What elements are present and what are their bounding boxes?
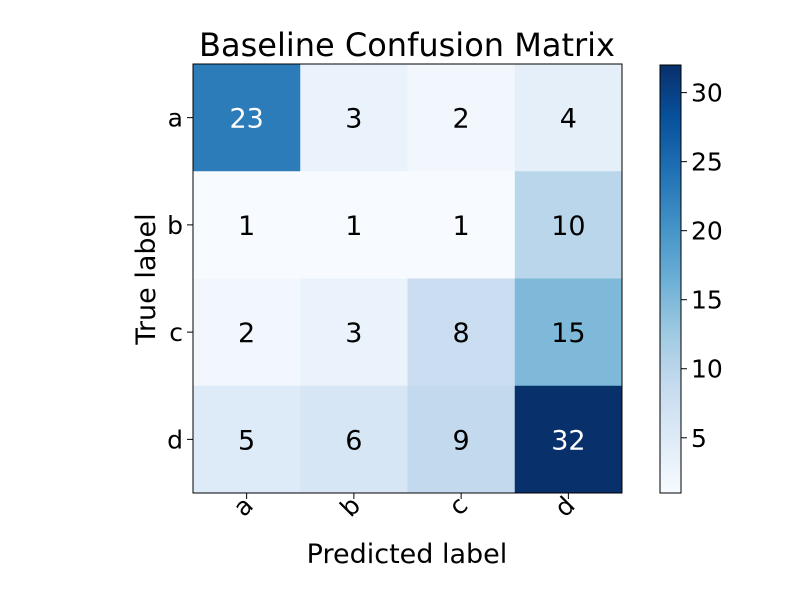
heatmap-cell-a-b [300, 64, 408, 172]
cell-value-label: 3 [345, 318, 362, 349]
x-tick-label: d [549, 491, 581, 523]
x-axis-label: Predicted label [307, 539, 508, 570]
cell-value-label: 2 [453, 104, 470, 135]
cell-value-label: 3 [345, 104, 362, 135]
cell-value-label: 23 [229, 104, 263, 135]
plot-frame [192, 63, 623, 494]
x-tick-label: b [334, 491, 366, 523]
y-tick-label: c [169, 318, 183, 347]
heatmap-cell-a-a [193, 64, 301, 172]
y-tick-label: b [167, 211, 183, 240]
heatmap-cell-b-c [407, 171, 516, 279]
x-axis-ticks: a b c d [228, 491, 581, 523]
heatmap-cell-d-d [514, 385, 623, 494]
colorbar-tick-label: 5 [691, 424, 707, 453]
heatmap-cell-a-c [407, 64, 516, 172]
x-tick-label: c [443, 491, 473, 521]
colorbar-tick-label: 15 [691, 286, 723, 315]
colorbar-tick-label: 10 [691, 355, 723, 384]
cell-value-label: 10 [551, 211, 585, 242]
heatmap-cell-c-a [193, 278, 301, 387]
chart-title: Baseline Confusion Matrix [199, 26, 615, 64]
cell-value-label: 1 [453, 211, 470, 242]
colorbar: 5 10 15 20 25 30 [659, 64, 723, 494]
cell-value-label: 1 [238, 211, 255, 242]
x-tick-label: a [228, 491, 259, 522]
colorbar-tick-label: 25 [691, 148, 723, 177]
heatmap-cell-c-c [407, 278, 516, 387]
cell-value-label: 15 [551, 318, 585, 349]
heatmap-cell-c-b [300, 278, 408, 387]
cell-value-label: 1 [345, 211, 362, 242]
heatmap-cell-c-d [514, 278, 623, 387]
cell-value-label: 4 [560, 104, 577, 135]
heatmap-cell-b-a [193, 171, 301, 279]
cell-value-label: 2 [238, 318, 255, 349]
heatmap-cell-d-b [300, 385, 408, 494]
heatmap-cell-labels: 23 3 2 41 1 1 102 3 8 155 6 9 32 [229, 104, 585, 457]
cell-value-label: 5 [238, 425, 255, 456]
colorbar-ticks: 5 10 15 20 25 30 [681, 79, 723, 453]
heatmap-cell-b-d [514, 171, 623, 279]
colorbar-tick-label: 30 [691, 79, 723, 108]
y-axis-label: True label [131, 213, 162, 345]
colorbar-tick-label: 20 [691, 217, 723, 246]
heatmap-cell-d-c [407, 385, 516, 494]
heatmap-cell-a-d [514, 64, 623, 172]
y-tick-label: a [168, 104, 183, 133]
colorbar-gradient [659, 64, 682, 494]
heatmap-cells [193, 64, 623, 494]
cell-value-label: 8 [453, 318, 470, 349]
cell-value-label: 32 [551, 425, 585, 456]
cell-value-label: 6 [345, 425, 362, 456]
y-axis-ticks: a b c d [167, 104, 193, 454]
y-tick-label: d [167, 425, 183, 454]
heatmap-cell-d-a [193, 385, 301, 494]
heatmap-cell-b-b [300, 171, 408, 279]
cell-value-label: 9 [453, 425, 470, 456]
